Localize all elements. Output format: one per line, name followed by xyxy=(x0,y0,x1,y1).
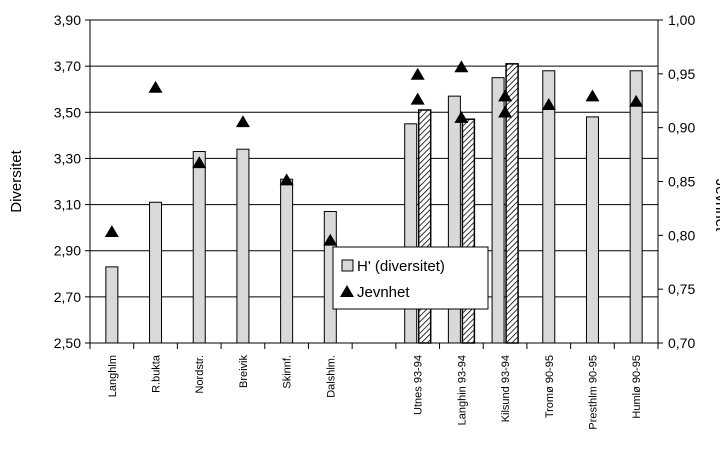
jevnhet-marker xyxy=(629,94,644,107)
y2-tick-label: 0,95 xyxy=(668,66,695,82)
legend-box xyxy=(332,246,489,310)
y-tick-label: 2,70 xyxy=(54,289,81,305)
jevnhet-marker xyxy=(104,225,119,238)
jevnhet-marker xyxy=(454,60,469,73)
x-tick-label: Dalshlm. xyxy=(325,355,337,398)
jevnhet-marker xyxy=(410,92,425,105)
y2-axis-title: Jevnhet xyxy=(712,179,720,232)
y-tick-label: 2,90 xyxy=(54,243,81,259)
x-tick-label: Nordstr. xyxy=(194,355,206,394)
bar-diversitet xyxy=(542,70,556,344)
x-tick-label: Langhlm xyxy=(107,355,119,397)
bar-diversitet xyxy=(105,266,119,344)
x-tick-label: R.bukta xyxy=(151,354,163,393)
y2-tick-label: 0,90 xyxy=(668,120,695,136)
axes xyxy=(85,19,663,349)
legend-label-diversitet: H' (diversitet) xyxy=(357,258,445,275)
axis-labels: 2,50 2,70 2,90 3,10 3,30 3,50 3,70 3,90 0,70 0,75… xyxy=(8,12,720,430)
bar-diversitet xyxy=(404,123,418,344)
x-tick-label: Presthlm 90-95 xyxy=(587,355,599,430)
y2-tick-label: 0,70 xyxy=(668,335,695,351)
bar-diversitet xyxy=(629,70,643,344)
y2-tick-label: 0,85 xyxy=(668,174,695,190)
legend-label-jevnhet: Jevnhet xyxy=(357,284,410,301)
y-tick-label: 3,50 xyxy=(54,104,81,120)
jevnhet-marker xyxy=(498,105,513,118)
bar-diversitet xyxy=(280,178,294,344)
bar-diversitet xyxy=(585,116,599,344)
jevnhet-marker xyxy=(148,80,163,93)
jevnhet-marker xyxy=(235,115,250,128)
bar-diversitet-hatched xyxy=(505,63,519,344)
x-tick-label: Kilsund 93-94 xyxy=(500,355,512,422)
legend-swatch-jevnhet xyxy=(340,285,354,297)
jevnhet-marker xyxy=(454,110,469,123)
jevnhet-marker xyxy=(541,98,556,110)
bar-diversitet xyxy=(236,148,250,344)
legend: H' (diversitet) Jevnhet xyxy=(332,246,489,310)
jevnhet-marker xyxy=(192,156,207,169)
bar-diversitet xyxy=(149,201,163,344)
x-tick-label: Humlø 90-95 xyxy=(631,355,643,419)
y2-tick-label: 1,00 xyxy=(668,12,695,28)
legend-swatch-diversitet xyxy=(341,259,354,272)
y2-tick-label: 0,75 xyxy=(668,281,695,297)
y-tick-label: 3,10 xyxy=(54,197,81,213)
x-tick-label: Breivik xyxy=(238,355,250,389)
x-tick-label: Tromø 90-95 xyxy=(544,355,556,418)
jevnhet-marker xyxy=(410,67,425,80)
bar-diversitet xyxy=(192,151,206,344)
y-tick-label: 3,30 xyxy=(54,150,81,166)
jevnhet-marker xyxy=(585,89,600,102)
x-tick-label: Utnes 93-94 xyxy=(413,355,425,415)
y-tick-label: 3,70 xyxy=(54,58,81,74)
y-tick-label: 3,90 xyxy=(54,12,81,28)
jevnhet-marker xyxy=(498,89,513,102)
y-tick-label: 2,50 xyxy=(54,335,81,351)
jevnhet-marker xyxy=(279,173,294,186)
x-tick-label: Skinnf. xyxy=(282,355,294,389)
y2-tick-label: 0,80 xyxy=(668,227,695,243)
jevnhet-marker xyxy=(323,233,338,246)
y-axis-title: Diversitet xyxy=(8,149,25,212)
x-tick-label: Langhin 93-94 xyxy=(456,355,468,425)
jevnhet-markers xyxy=(104,60,644,246)
